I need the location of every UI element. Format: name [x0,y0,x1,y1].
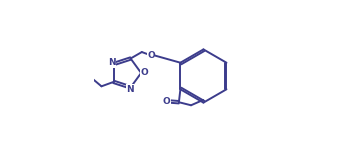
Text: N: N [126,85,134,94]
Text: O: O [147,51,155,60]
Text: O: O [163,97,170,105]
Text: O: O [140,68,148,77]
Text: N: N [108,58,116,67]
